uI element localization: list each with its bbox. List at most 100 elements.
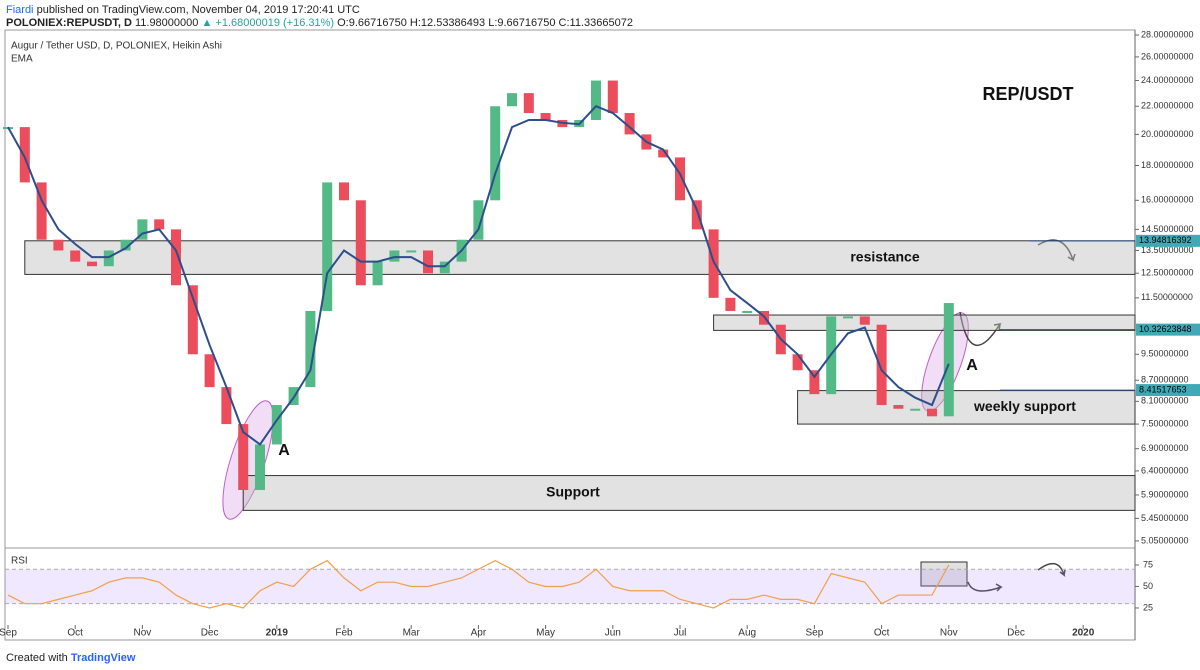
x-tick-label: Sep xyxy=(0,628,17,639)
candle xyxy=(708,229,719,298)
candle xyxy=(339,182,349,201)
zone-label: Support xyxy=(546,484,600,500)
candle xyxy=(19,127,30,183)
candle xyxy=(624,113,635,135)
candle xyxy=(607,80,618,114)
candle xyxy=(372,261,383,286)
price-badge xyxy=(1136,384,1200,397)
annotation: A xyxy=(966,357,978,374)
candle xyxy=(238,424,249,490)
y-tick-label: 16.00000000 xyxy=(1141,195,1194,205)
price-badge-label: 13.94816392 xyxy=(1139,235,1192,245)
last: 11.98000000 xyxy=(134,17,199,29)
candle xyxy=(204,354,215,388)
candle xyxy=(36,182,47,240)
arrow xyxy=(967,581,1003,592)
arrow xyxy=(1037,239,1076,262)
x-tick-label: Dec xyxy=(1007,628,1025,639)
candle xyxy=(742,310,753,313)
candle xyxy=(406,250,417,253)
candle xyxy=(221,387,232,425)
candle xyxy=(490,106,501,201)
candle xyxy=(943,303,954,417)
candle xyxy=(591,80,601,120)
candle xyxy=(540,113,551,120)
arrow xyxy=(1037,562,1066,577)
candle xyxy=(154,219,165,230)
x-tick-label: Jun xyxy=(605,628,621,639)
y-tick-label: 8.70000000 xyxy=(1141,375,1189,385)
zone-label: weekly support xyxy=(973,398,1076,414)
y-tick-label: 26.00000000 xyxy=(1141,51,1194,61)
symbol: POLONIEX:REPUSDT, D xyxy=(6,17,132,29)
y-tick-label: 18.00000000 xyxy=(1141,160,1194,170)
candle xyxy=(120,239,131,251)
price-badge xyxy=(1136,234,1200,247)
x-tick-label: Dec xyxy=(201,628,219,639)
annotation: A xyxy=(278,442,290,459)
candle xyxy=(809,370,820,395)
candle xyxy=(473,200,484,240)
y-tick-label: 5.45000000 xyxy=(1141,513,1189,523)
x-tick-label: Aug xyxy=(738,628,756,639)
chart-subtitle: EMA xyxy=(11,54,33,65)
candle xyxy=(658,149,669,158)
candle xyxy=(187,285,198,355)
author: Fiardi xyxy=(6,4,34,16)
zone xyxy=(24,240,1136,275)
y-tick-label: 22.00000000 xyxy=(1141,101,1194,111)
rsi-tick-label: 75 xyxy=(1143,559,1153,569)
x-tick-label: May xyxy=(536,628,555,639)
rsi-label: RSI xyxy=(11,556,28,567)
x-tick-label: 2019 xyxy=(266,628,289,639)
x-tick-label: Sep xyxy=(806,628,824,639)
candle xyxy=(910,408,921,411)
candle xyxy=(691,200,702,230)
candle xyxy=(675,157,685,201)
zone xyxy=(713,314,1136,331)
x-tick-label: 2020 xyxy=(1072,628,1095,639)
y-tick-label: 28.00000000 xyxy=(1141,29,1194,39)
candle xyxy=(523,93,534,114)
arrow xyxy=(959,311,1002,346)
candle xyxy=(859,316,870,325)
candle xyxy=(355,200,366,286)
symbol-line: POLONIEX:REPUSDT, D 11.98000000 ▲ +1.680… xyxy=(6,17,633,29)
x-tick-label: Oct xyxy=(67,628,83,639)
rsi-tick-label: 50 xyxy=(1143,581,1153,591)
x-tick-label: Oct xyxy=(874,628,890,639)
change: ▲ +1.68000019 (+16.31%) xyxy=(201,17,335,29)
publish-line: Fiardi published on TradingView.com, Nov… xyxy=(6,4,360,16)
price-badge-label: 10.32623848 xyxy=(1139,324,1192,334)
chart: Augur / Tether USD, D, POLONIEX, Heikin … xyxy=(0,29,1200,641)
y-tick-label: 24.00000000 xyxy=(1141,75,1194,85)
rsi-tick-label: 25 xyxy=(1143,602,1153,612)
footer: Created with TradingView xyxy=(6,652,135,664)
y-tick-label: 5.05000000 xyxy=(1141,535,1189,545)
candle xyxy=(53,239,64,251)
rsi-band xyxy=(5,569,1135,604)
candle xyxy=(843,316,853,319)
published: published on TradingView.com, November 0… xyxy=(36,4,360,16)
candle xyxy=(87,261,97,267)
candle xyxy=(893,405,904,409)
annotation: REP/USDT xyxy=(982,84,1073,104)
x-tick-label: Feb xyxy=(335,628,353,639)
price-badge xyxy=(1136,323,1200,336)
x-tick-label: Jul xyxy=(674,628,687,639)
x-tick-label: Mar xyxy=(403,628,421,639)
zone xyxy=(242,475,1136,511)
chart-title: Augur / Tether USD, D, POLONIEX, Heikin … xyxy=(11,41,222,52)
candle xyxy=(271,405,282,445)
candle xyxy=(171,229,181,286)
x-tick-label: Apr xyxy=(471,628,487,639)
y-tick-label: 12.50000000 xyxy=(1141,268,1194,278)
y-tick-label: 5.90000000 xyxy=(1141,489,1189,499)
x-tick-label: Nov xyxy=(940,628,958,639)
y-tick-label: 11.50000000 xyxy=(1141,292,1193,302)
price-badge-label: 8.41517653 xyxy=(1139,384,1187,394)
created: Created with xyxy=(6,652,68,664)
brand: TradingView xyxy=(70,652,136,664)
candle xyxy=(70,250,81,262)
